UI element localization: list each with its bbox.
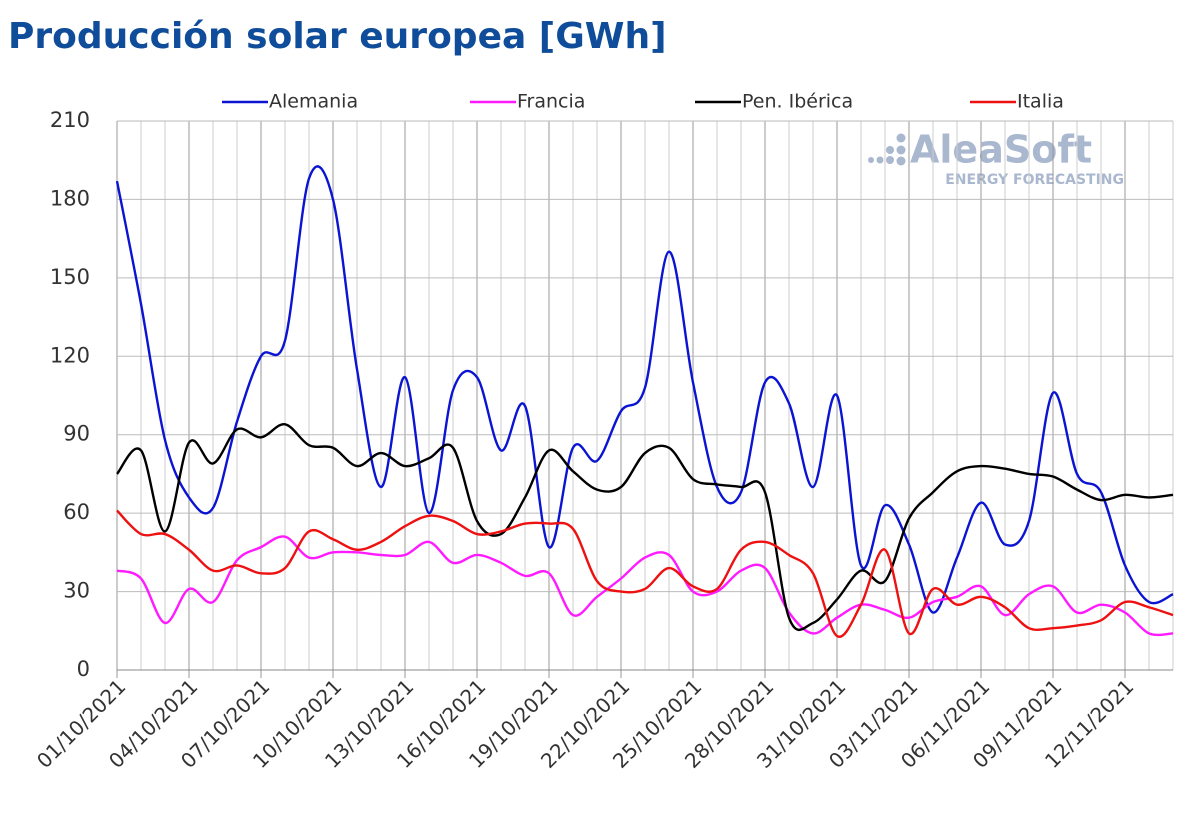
watermark-name: AleaSoft — [910, 128, 1092, 172]
series-line — [116, 509, 1174, 638]
chart-title: Producción solar europea [GWh] — [8, 16, 667, 57]
y-tick-label: 90 — [63, 422, 90, 446]
legend-label: Alemania — [269, 91, 358, 113]
y-tick-label: 150 — [50, 265, 90, 289]
y-tick-label: 30 — [63, 579, 90, 603]
grid — [116, 120, 1174, 678]
watermark-tagline: ENERGY FORECASTING — [945, 172, 1124, 188]
logo-dots — [868, 133, 906, 166]
y-tick-label: 210 — [50, 108, 90, 132]
y-tick-label: 120 — [50, 343, 90, 367]
y-tick-label: 180 — [50, 186, 90, 210]
y-tick-label: 0 — [77, 657, 90, 681]
series-line — [116, 535, 1174, 637]
series-line — [116, 423, 1174, 631]
legend-label: Pen. Ibérica — [742, 91, 853, 113]
series-line — [115, 165, 1174, 614]
y-tick-label: 60 — [63, 500, 90, 524]
legend-label: Italia — [1017, 91, 1064, 113]
legend-label: Francia — [517, 91, 585, 113]
